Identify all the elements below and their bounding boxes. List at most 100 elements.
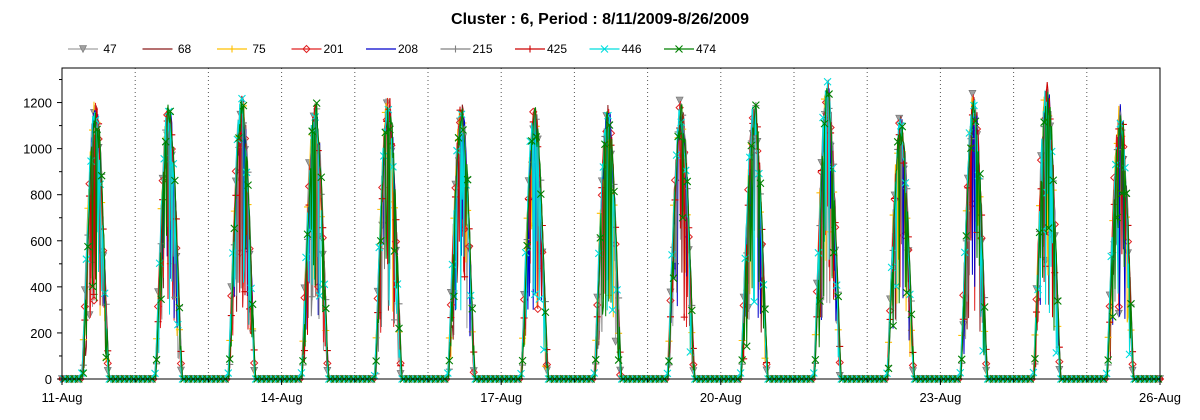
series-marker: [303, 230, 312, 239]
series-marker: [461, 273, 469, 281]
series-marker: [535, 295, 544, 303]
series-marker: [523, 241, 532, 250]
series-marker: [228, 249, 237, 257]
series-marker: [608, 306, 617, 314]
legend-label: 425: [547, 42, 567, 56]
x-tick-label: 26-Aug: [1139, 390, 1181, 405]
series-marker: [541, 308, 550, 317]
series-marker: [466, 291, 475, 300]
series-marker: [459, 126, 467, 134]
y-tick-label: 1200: [23, 96, 52, 111]
series-marker: [968, 89, 977, 98]
series-marker: [901, 178, 910, 187]
series-marker: [390, 247, 399, 255]
series-marker: [832, 281, 841, 290]
series-marker: [175, 303, 184, 312]
x-tick-label: 11-Aug: [42, 390, 83, 405]
series-marker: [1108, 312, 1117, 321]
series-marker: [166, 107, 175, 116]
series-marker: [1029, 368, 1038, 377]
series-marker: [1102, 369, 1111, 378]
series-marker: [224, 369, 233, 377]
legend-label: 75: [252, 42, 266, 56]
series-marker: [967, 135, 975, 143]
series-marker: [300, 347, 308, 355]
plot-frame: [61, 67, 1161, 380]
series-marker: [614, 356, 623, 364]
series-marker: [308, 293, 316, 301]
series-marker: [228, 45, 236, 53]
series-marker: [526, 45, 534, 53]
y-tick-label: 600: [30, 234, 52, 249]
series-marker: [674, 132, 682, 141]
series-marker: [751, 101, 760, 110]
y-tick-label: 1000: [23, 142, 52, 157]
series-marker: [230, 224, 239, 233]
series-marker: [468, 304, 477, 313]
series-marker: [1035, 228, 1044, 237]
series-marker: [79, 369, 88, 378]
series-marker: [601, 140, 609, 149]
series-marker: [1034, 285, 1042, 294]
series-marker: [321, 304, 330, 313]
series-marker: [742, 342, 751, 351]
series-marker: [302, 253, 310, 262]
series-marker: [384, 105, 393, 114]
series-marker: [372, 357, 381, 365]
series-marker: [381, 128, 390, 137]
series-marker: [907, 310, 916, 319]
series-marker: [672, 151, 681, 159]
x-tick-label: 23-Aug: [919, 390, 961, 405]
series-marker: [687, 306, 696, 315]
x-tick-label: 14-Aug: [261, 390, 303, 405]
series-marker: [533, 304, 543, 314]
series-marker: [610, 187, 618, 196]
series-marker: [1125, 350, 1134, 359]
series-marker: [241, 288, 249, 296]
series-marker: [893, 137, 902, 146]
series-marker: [536, 190, 545, 199]
series-marker: [97, 171, 106, 180]
series-marker: [895, 114, 904, 123]
series-marker: [453, 146, 461, 155]
series-marker: [157, 295, 166, 304]
series-marker: [663, 369, 672, 378]
series-marker: [532, 133, 541, 141]
series-marker: [678, 213, 687, 222]
series-marker: [971, 117, 980, 126]
x-axis: 11-Aug 14-Aug 17-Aug 20-Aug 23-Aug 26-Aug: [42, 379, 1181, 405]
series-marker: [669, 274, 678, 283]
series-marker: [823, 77, 832, 86]
series-marker: [518, 356, 527, 365]
series-marker: [93, 125, 101, 134]
series-marker: [591, 355, 600, 364]
series-marker: [312, 99, 321, 108]
series-marker: [979, 346, 987, 355]
series-marker: [390, 316, 398, 324]
series-marker: [755, 169, 763, 178]
series-marker: [600, 45, 609, 53]
series-marker: [235, 134, 243, 142]
series-marker: [747, 141, 756, 150]
series-marker: [389, 162, 397, 171]
series-marker: [1049, 176, 1058, 185]
series-marker: [315, 291, 324, 300]
series-marker: [745, 153, 754, 162]
y-tick-label: 200: [30, 326, 52, 341]
series-marker: [521, 248, 530, 257]
series-marker: [84, 242, 92, 251]
series-marker: [750, 297, 759, 306]
series-marker: [319, 224, 327, 232]
series-marker: [152, 355, 161, 364]
series-marker: [889, 321, 898, 330]
series-marker: [615, 294, 623, 302]
series-marker: [756, 179, 765, 188]
series-marker: [956, 368, 965, 377]
series-marker: [884, 364, 893, 373]
series-marker: [248, 300, 257, 309]
series-marker: [82, 255, 91, 264]
legend: 47 68 75 201 208 215 425 446 474: [68, 42, 716, 56]
series-marker: [834, 292, 843, 301]
series-marker: [1040, 118, 1048, 127]
series-marker: [79, 45, 87, 54]
